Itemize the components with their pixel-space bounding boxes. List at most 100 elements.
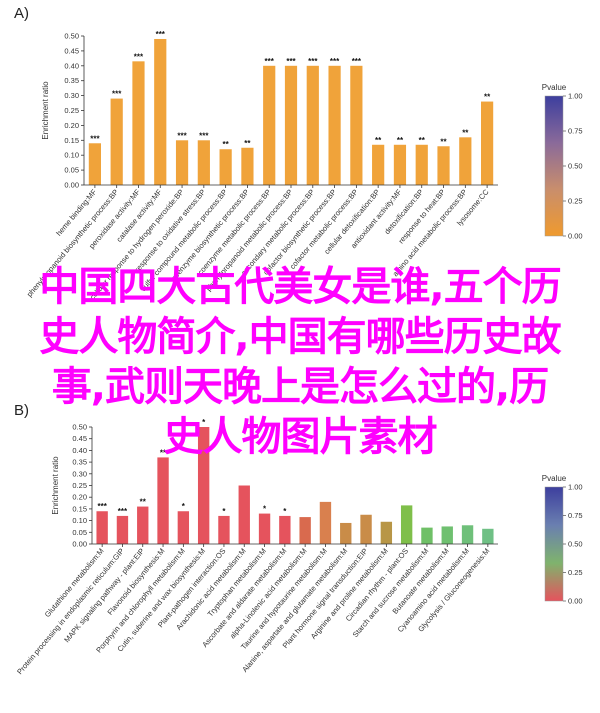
y-tick-label: 0.25 xyxy=(72,481,87,490)
significance-label: *** xyxy=(352,57,362,66)
significance-label: *** xyxy=(177,131,187,140)
legend-tick-label: 0.25 xyxy=(568,568,583,577)
significance-label: * xyxy=(182,502,186,511)
y-tick-label: 0.45 xyxy=(64,46,79,55)
bar xyxy=(263,65,276,185)
y-tick-label: 0.15 xyxy=(72,504,87,513)
y-tick-label: 0.20 xyxy=(64,121,79,130)
legend-colorbar xyxy=(544,486,564,602)
bar xyxy=(482,528,494,544)
bar xyxy=(372,144,385,185)
bar xyxy=(218,515,230,544)
legend-title: Pvalue xyxy=(542,474,567,483)
y-tick-label: 0.35 xyxy=(72,458,87,467)
significance-label: ** xyxy=(440,137,447,146)
legend-tick-label: 0.50 xyxy=(568,540,583,549)
bar xyxy=(421,527,433,544)
bar xyxy=(319,501,332,544)
bar xyxy=(306,65,319,185)
legend-tick-label: 1.00 xyxy=(568,483,583,492)
significance-label: *** xyxy=(265,57,275,66)
bar xyxy=(238,485,250,544)
bar xyxy=(459,137,472,185)
bar xyxy=(380,521,393,544)
bar xyxy=(299,517,311,544)
significance-label: ** xyxy=(462,128,469,137)
significance-label: *** xyxy=(156,30,166,39)
significance-label: ** xyxy=(397,136,404,145)
y-tick-label: 0.10 xyxy=(72,516,87,525)
bar xyxy=(481,101,494,185)
bar xyxy=(350,65,363,185)
significance-label: *** xyxy=(118,507,128,516)
bar xyxy=(400,505,413,544)
panel-letter: B) xyxy=(14,402,29,419)
panel-letter: A) xyxy=(14,5,29,22)
y-tick-label: 0.30 xyxy=(64,91,79,100)
significance-label: *** xyxy=(97,502,107,511)
y-tick-label: 0.00 xyxy=(64,181,79,190)
y-tick-label: 0.05 xyxy=(72,528,87,537)
bar xyxy=(157,457,169,544)
y-tick-label: 0.15 xyxy=(64,136,79,145)
significance-label: *** xyxy=(112,90,122,99)
bar xyxy=(132,61,145,185)
bar xyxy=(441,526,453,544)
y-tick-label: 0.05 xyxy=(64,166,79,175)
significance-label: * xyxy=(263,505,267,514)
significance-label: * xyxy=(283,507,287,516)
y-tick-label: 0.40 xyxy=(64,61,79,70)
significance-label: *** xyxy=(330,57,340,66)
bar xyxy=(279,515,291,544)
significance-label: ** xyxy=(484,93,491,102)
legend-tick-label: 0.75 xyxy=(568,511,583,520)
bar xyxy=(219,149,232,185)
bar xyxy=(96,511,108,544)
significance-label: ** xyxy=(375,136,382,145)
legend-title: Pvalue xyxy=(542,83,567,92)
bar xyxy=(241,147,254,185)
significance-label: *** xyxy=(199,131,209,140)
y-tick-label: 0.45 xyxy=(72,434,87,443)
bar xyxy=(258,513,271,544)
bar xyxy=(137,506,149,544)
bar xyxy=(116,515,129,544)
y-axis-label: Enrichment ratio xyxy=(41,81,50,140)
bar xyxy=(340,522,352,544)
significance-label: *** xyxy=(134,52,144,61)
bar xyxy=(197,427,210,544)
significance-label: ** xyxy=(140,498,147,507)
bar xyxy=(197,140,210,185)
bar xyxy=(328,65,341,185)
bar xyxy=(88,143,101,185)
legend-tick-label: 0.00 xyxy=(568,597,583,606)
bar xyxy=(393,144,407,185)
bar xyxy=(461,525,474,544)
y-tick-label: 0.30 xyxy=(72,469,87,478)
legend-colorbar xyxy=(544,95,564,237)
legend-tick-label: 0.50 xyxy=(568,162,583,171)
significance-label: ** xyxy=(244,139,251,148)
y-tick-label: 0.25 xyxy=(64,106,79,115)
bar xyxy=(154,38,167,186)
significance-label: * xyxy=(222,507,226,516)
y-tick-label: 0.10 xyxy=(64,151,79,160)
y-tick-label: 0.20 xyxy=(72,493,87,502)
bar xyxy=(415,144,428,185)
significance-label: * xyxy=(202,418,206,427)
significance-label: *** xyxy=(286,57,296,66)
y-tick-label: 0.00 xyxy=(72,540,87,549)
significance-label: ** xyxy=(223,140,230,149)
bar xyxy=(437,146,450,185)
legend-tick-label: 0.00 xyxy=(568,232,583,241)
y-tick-label: 0.50 xyxy=(72,423,87,432)
y-tick-label: 0.50 xyxy=(64,32,79,41)
bar xyxy=(175,140,189,185)
significance-label: *** xyxy=(308,57,318,66)
y-tick-label: 0.40 xyxy=(72,446,87,455)
significance-label: *** xyxy=(90,134,100,143)
legend-tick-label: 0.25 xyxy=(568,197,583,206)
significance-label: ** xyxy=(419,136,426,145)
legend-tick-label: 1.00 xyxy=(568,92,583,101)
